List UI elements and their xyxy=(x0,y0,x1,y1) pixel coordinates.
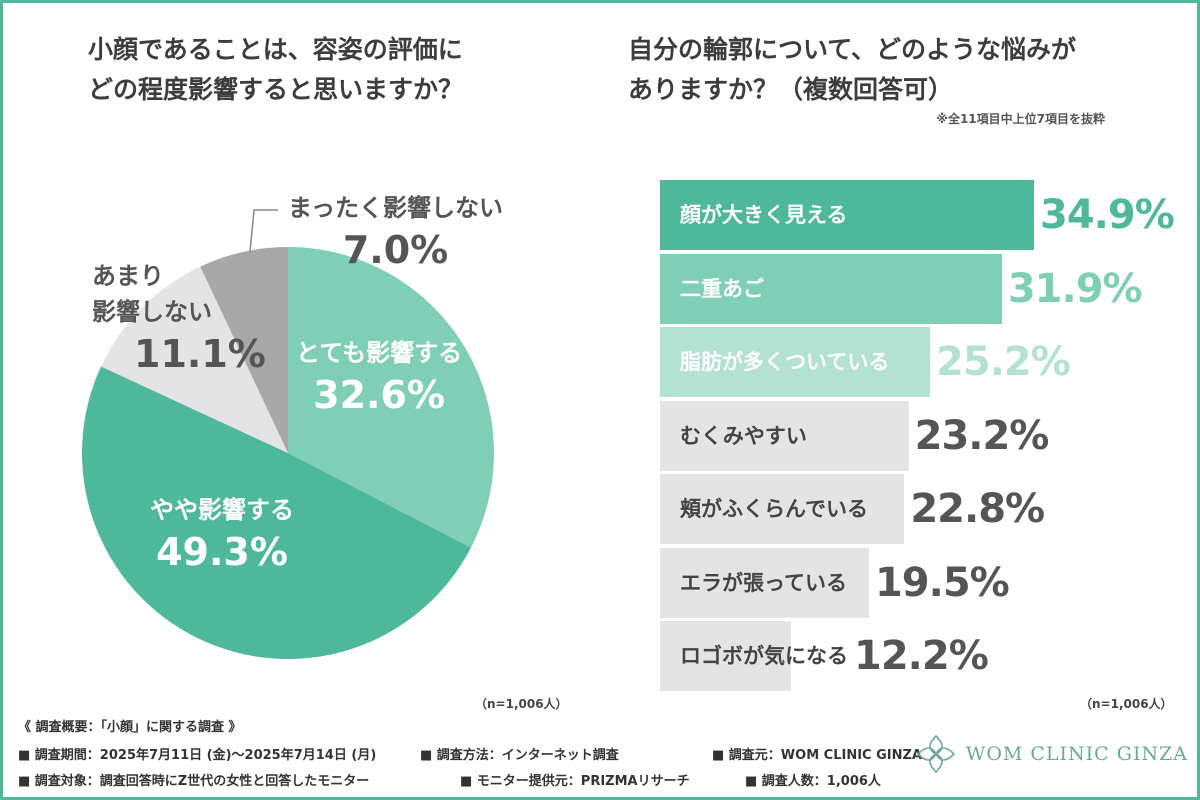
bar-chart: 顔が大きく見える 34.9% 二重あご 31.9% 脂肪が多くついている 25.2% むくみ… xyxy=(660,180,1175,700)
bar-chart-title: 自分の輪郭について、どのような悩みが ありますか？（複数回答可） xyxy=(628,30,1076,110)
pie-label-not-much-pct: 11.1% xyxy=(134,332,266,376)
pie-leader-line xyxy=(249,209,278,253)
bar-row: 脂肪が多くついている 25.2% xyxy=(660,327,1160,397)
pie-label-not-much-line2: 影響しない xyxy=(92,298,212,326)
pie-label-very-pct: 32.6% xyxy=(313,373,445,417)
bar-category-label: 顔が大きく見える xyxy=(680,203,848,227)
pie-label-somewhat-pct: 49.3% xyxy=(156,530,288,574)
bar-category-label: むくみやすい xyxy=(680,423,807,448)
pie-label-somewhat-name: やや影響する xyxy=(150,496,294,524)
pie-label-not-at-all: まったく影響しない 7.0% xyxy=(288,190,503,274)
bar-category-label: エラが張っている xyxy=(680,570,847,595)
bar-value-label: 23.2% xyxy=(914,412,1050,459)
bar-value-label: 12.2% xyxy=(854,633,989,679)
bar-fill xyxy=(660,547,869,618)
bar-fill xyxy=(660,327,931,397)
pie-sample-size: （n=1,006人） xyxy=(475,697,568,711)
survey-source: ■ 調査元：WOM CLINIC GINZA xyxy=(712,748,922,763)
bar-row: エラが張っている 19.5% xyxy=(660,547,1160,618)
pie-label-very: とても影響する 32.6% xyxy=(296,335,462,419)
bar-row: 頬がふくらんでいる 22.8% xyxy=(660,474,1160,544)
bar-row: むくみやすい 23.2% xyxy=(660,400,1160,471)
survey-heading: 《 調査概要：「小顔」に関する調査 》 xyxy=(18,720,242,735)
top-items-note: ※全11項目中上位7項目を抜粋 xyxy=(936,112,1105,126)
pie-label-very-name: とても影響する xyxy=(296,339,463,367)
bar-category-label: 頬がふくらんでいる xyxy=(680,497,868,521)
bar-category-label: 脂肪が多くついている xyxy=(680,350,890,374)
bar-category-label: 二重あご xyxy=(680,276,764,301)
survey-period: ■ 調査期間：2025年7月11日 (金)〜2025年7月14日 (月) xyxy=(18,748,377,763)
bar-row: 顔が大きく見える 34.9% xyxy=(660,180,1175,250)
logo-text: WOM CLINIC GINZA xyxy=(965,743,1188,765)
pie-label-not-at-all-pct: 7.0% xyxy=(342,228,449,272)
bar-fill xyxy=(660,253,1002,324)
bar-fill xyxy=(660,621,791,691)
pie-title-line1: 小顔であることは、容姿の評価に xyxy=(88,35,463,64)
bar-sample-size: （n=1,006人） xyxy=(1080,697,1173,711)
clinic-logo: WOM CLINIC GINZA xyxy=(914,732,1188,776)
bar-value-label: 25.2% xyxy=(936,339,1071,385)
survey-target: ■ 調査対象：調査回答時にZ世代の女性と回答したモニター xyxy=(18,774,370,789)
pie-chart xyxy=(81,247,495,660)
bar-row: 二重あご 31.9% xyxy=(660,253,1160,324)
pie-title-line2: どの程度影響すると思いますか？ xyxy=(88,75,464,104)
pie-slice-very xyxy=(288,247,495,548)
survey-count: ■ 調査人数：1,006人 xyxy=(745,774,881,789)
pie-chart-title: 小顔であることは、容姿の評価に どの程度影響すると思いますか？ xyxy=(88,30,463,110)
pie-slice-not-at-all xyxy=(200,247,288,453)
pie-label-not-much: あまり 影響しない 11.1% xyxy=(92,258,266,378)
survey-provider: ■ モニター提供元：PRIZMAリサーチ xyxy=(460,774,690,789)
bar-category-label: ロゴボが気になる xyxy=(680,644,848,668)
bar-fill xyxy=(660,474,905,544)
pie-slice-somewhat xyxy=(81,366,471,660)
bar-value-label: 34.9% xyxy=(1040,192,1175,238)
bar-row: ロゴボが気になる 12.2% xyxy=(660,621,1160,691)
bar-value-label: 19.5% xyxy=(874,559,1010,606)
bar-title-line2: ありますか？（複数回答可） xyxy=(628,75,954,104)
pie-label-somewhat: やや影響する 49.3% xyxy=(150,492,294,576)
pie-label-not-much-line1: あまり xyxy=(92,262,164,290)
lotus-logo-icon xyxy=(916,734,955,774)
bar-fill xyxy=(660,180,1034,250)
pie-label-not-at-all-name: まったく影響しない xyxy=(288,194,504,222)
survey-method: ■ 調査方法：インターネット調査 xyxy=(420,748,619,763)
pie-slice-not-much xyxy=(101,266,288,453)
bar-value-label: 31.9% xyxy=(1007,265,1143,312)
bar-title-line1: 自分の輪郭について、どのような悩みが xyxy=(628,35,1077,64)
bar-fill xyxy=(660,400,909,471)
bar-value-label: 22.8% xyxy=(910,486,1045,532)
